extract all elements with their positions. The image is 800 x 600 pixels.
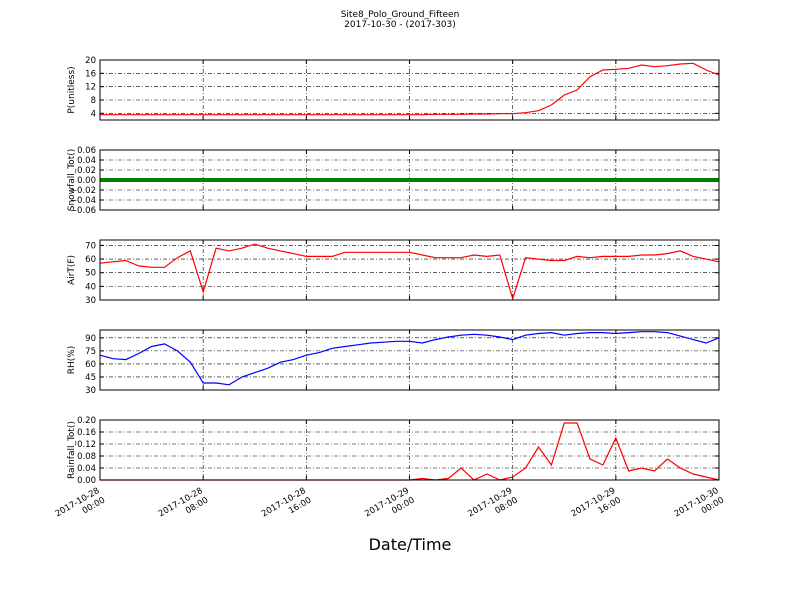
y-tick-label: 0.08 xyxy=(77,452,96,462)
y-tick-label: 60 xyxy=(85,255,96,265)
plot-frame xyxy=(99,239,720,301)
y-tick-label: 0.16 xyxy=(77,428,96,438)
y-tick-label: 0.02 xyxy=(77,166,96,176)
y-tick-label: 60 xyxy=(85,360,96,370)
y-tick-label: 16 xyxy=(85,69,96,79)
y-tick-label: 0.20 xyxy=(77,416,96,426)
x-axis-label: Date/Time xyxy=(369,535,452,554)
plot-frame xyxy=(99,419,720,481)
plot-frame xyxy=(99,59,720,121)
y-axis-label: P(unitless) xyxy=(67,66,77,113)
data-line xyxy=(99,331,720,386)
y-axis-label: RH(%) xyxy=(67,346,77,375)
y-tick-label: 90 xyxy=(85,334,96,344)
y-tick-label: 0.04 xyxy=(77,464,96,474)
y-tick-label: −0.02 xyxy=(70,186,96,196)
chart-title: Site8_Polo_Ground_Fifteen xyxy=(341,10,460,20)
data-line xyxy=(100,62,720,116)
y-tick-label: 75 xyxy=(85,347,96,357)
y-tick-label: 70 xyxy=(85,241,96,251)
chart-subtitle: 2017-10-30 - (2017-303) xyxy=(344,20,456,30)
y-tick-label: 20 xyxy=(85,56,96,66)
plot-frame xyxy=(99,149,720,211)
y-tick-label: 0.06 xyxy=(77,146,96,156)
y-tick-label: 50 xyxy=(85,269,96,279)
y-tick-label: 45 xyxy=(85,373,96,383)
y-tick-label: 30 xyxy=(85,386,96,396)
y-tick-label: 30 xyxy=(85,296,96,306)
y-tick-label: 0.00 xyxy=(77,476,96,486)
data-line xyxy=(99,243,720,301)
y-tick-label: 0.12 xyxy=(77,440,96,450)
y-tick-label: −0.06 xyxy=(70,206,96,216)
plot-frame xyxy=(99,329,720,391)
y-tick-label: 12 xyxy=(85,83,96,93)
y-axis-label: AirT(F) xyxy=(67,255,77,285)
y-axis-label: Snowfall_Tot() xyxy=(67,149,77,212)
y-tick-label: 40 xyxy=(85,282,96,292)
y-tick-label: −0.04 xyxy=(70,196,96,206)
y-tick-label: 0.04 xyxy=(77,156,96,166)
y-axis-label: Rainfall_Tot() xyxy=(67,421,77,479)
y-tick-label: 0.00 xyxy=(77,176,96,186)
y-tick-label: 8 xyxy=(91,96,96,106)
y-tick-label: 4 xyxy=(91,109,96,119)
